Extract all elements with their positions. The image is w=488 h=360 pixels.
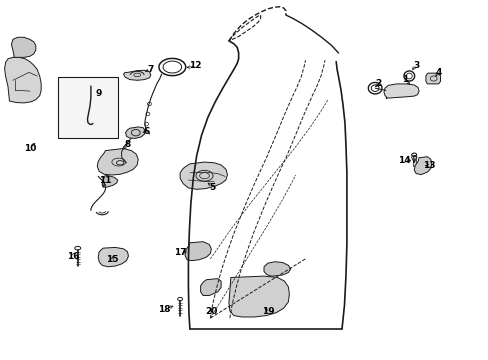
- Polygon shape: [184, 242, 211, 261]
- Text: 5: 5: [209, 183, 216, 192]
- Polygon shape: [200, 279, 221, 296]
- Text: 11: 11: [99, 176, 112, 185]
- Polygon shape: [425, 73, 440, 84]
- Polygon shape: [98, 247, 128, 267]
- Text: 6: 6: [143, 127, 150, 136]
- Text: 3: 3: [412, 61, 418, 70]
- Text: 7: 7: [147, 65, 154, 74]
- Polygon shape: [102, 175, 118, 187]
- Text: 8: 8: [124, 140, 130, 149]
- Text: 1: 1: [402, 75, 407, 84]
- Polygon shape: [228, 276, 289, 317]
- Text: 14: 14: [397, 156, 410, 165]
- Polygon shape: [4, 57, 41, 103]
- Text: 12: 12: [189, 62, 202, 71]
- Text: 13: 13: [422, 161, 434, 170]
- Polygon shape: [412, 155, 415, 166]
- Text: 10: 10: [24, 144, 36, 153]
- Polygon shape: [264, 262, 290, 276]
- Text: 15: 15: [105, 255, 118, 264]
- Bar: [58, 77, 118, 138]
- Polygon shape: [180, 162, 227, 189]
- Text: 18: 18: [158, 305, 170, 314]
- Text: 17: 17: [173, 248, 186, 257]
- Text: 20: 20: [205, 307, 217, 316]
- Text: 2: 2: [375, 79, 381, 88]
- Polygon shape: [123, 70, 151, 80]
- Polygon shape: [383, 84, 418, 98]
- Polygon shape: [97, 148, 138, 175]
- Polygon shape: [125, 127, 145, 138]
- Polygon shape: [413, 157, 431, 175]
- Text: 19: 19: [261, 307, 274, 316]
- Polygon shape: [11, 37, 36, 57]
- Text: 4: 4: [434, 68, 441, 77]
- Text: 9: 9: [95, 89, 101, 98]
- Text: 16: 16: [66, 252, 79, 261]
